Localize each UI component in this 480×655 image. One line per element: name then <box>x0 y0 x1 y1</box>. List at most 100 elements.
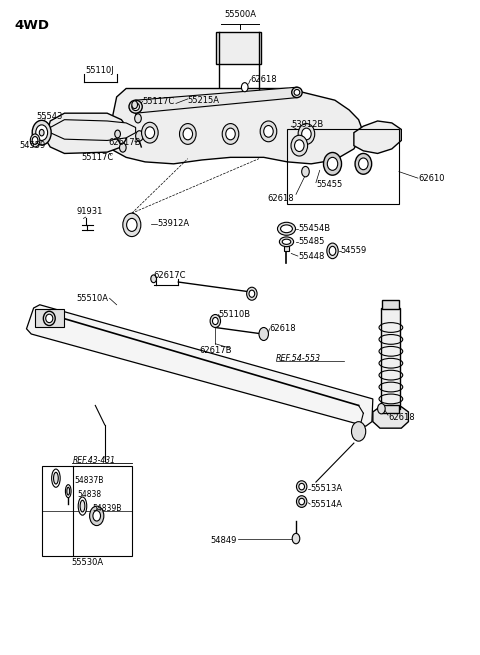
Ellipse shape <box>213 318 218 325</box>
Ellipse shape <box>295 140 304 151</box>
Text: 55117C: 55117C <box>143 97 175 106</box>
Ellipse shape <box>297 481 307 493</box>
Bar <box>42 466 132 556</box>
Ellipse shape <box>291 136 308 156</box>
Circle shape <box>30 134 40 147</box>
Ellipse shape <box>226 128 235 140</box>
Text: 55514A: 55514A <box>310 500 342 509</box>
Text: 55215A: 55215A <box>188 96 220 105</box>
Text: 62618: 62618 <box>251 75 277 84</box>
Ellipse shape <box>264 126 273 137</box>
Ellipse shape <box>359 158 368 170</box>
Bar <box>383 299 399 309</box>
Polygon shape <box>107 88 363 164</box>
Text: 55454B: 55454B <box>298 224 330 233</box>
Ellipse shape <box>260 121 277 141</box>
Bar <box>288 130 399 204</box>
Text: 54837B: 54837B <box>74 476 103 485</box>
Ellipse shape <box>132 101 137 109</box>
Ellipse shape <box>129 100 142 113</box>
Text: REF.54-553: REF.54-553 <box>276 354 321 363</box>
Ellipse shape <box>327 157 338 170</box>
Text: 62618: 62618 <box>269 324 296 333</box>
Ellipse shape <box>65 485 71 498</box>
Text: 55117C: 55117C <box>81 153 113 162</box>
Ellipse shape <box>222 124 239 144</box>
Ellipse shape <box>115 130 120 138</box>
Text: 55110B: 55110B <box>219 310 251 319</box>
Bar <box>35 309 63 328</box>
Text: 62617B: 62617B <box>108 138 141 147</box>
Text: 91931: 91931 <box>76 208 103 216</box>
Bar <box>216 32 261 64</box>
Text: 55543: 55543 <box>36 112 62 121</box>
Circle shape <box>329 246 336 255</box>
Circle shape <box>351 422 366 441</box>
Circle shape <box>301 166 309 177</box>
Ellipse shape <box>32 121 51 145</box>
Text: 62618: 62618 <box>388 413 415 422</box>
Circle shape <box>136 131 143 141</box>
Text: 53912A: 53912A <box>157 219 189 228</box>
Ellipse shape <box>247 288 257 300</box>
Bar <box>382 308 400 409</box>
Text: 55500A: 55500A <box>224 10 256 19</box>
Text: 62617C: 62617C <box>154 271 186 280</box>
Ellipse shape <box>292 87 302 98</box>
Circle shape <box>241 83 248 92</box>
Ellipse shape <box>281 225 292 233</box>
Ellipse shape <box>39 130 44 136</box>
Text: 54849: 54849 <box>211 536 237 545</box>
Circle shape <box>90 506 104 525</box>
Ellipse shape <box>36 125 48 140</box>
Ellipse shape <box>127 218 137 231</box>
Ellipse shape <box>43 311 55 326</box>
Ellipse shape <box>210 314 220 328</box>
Ellipse shape <box>249 290 255 297</box>
Ellipse shape <box>145 127 155 138</box>
Text: 55510A: 55510A <box>76 294 108 303</box>
Circle shape <box>378 403 385 414</box>
Polygon shape <box>46 113 126 153</box>
Polygon shape <box>50 120 136 140</box>
Text: 62617B: 62617B <box>200 346 232 355</box>
Text: 54838: 54838 <box>78 490 102 499</box>
Ellipse shape <box>180 124 196 144</box>
Ellipse shape <box>80 500 85 512</box>
Polygon shape <box>354 121 401 153</box>
Ellipse shape <box>46 314 53 323</box>
Text: 54559: 54559 <box>341 246 367 255</box>
Ellipse shape <box>142 122 158 143</box>
Ellipse shape <box>294 90 300 96</box>
Bar <box>284 246 289 251</box>
Text: 54839B: 54839B <box>92 504 121 513</box>
Ellipse shape <box>132 103 139 111</box>
Ellipse shape <box>277 222 296 235</box>
Text: 4WD: 4WD <box>14 19 49 32</box>
Polygon shape <box>26 305 373 426</box>
Text: 55485: 55485 <box>298 237 324 246</box>
Polygon shape <box>373 407 408 428</box>
Circle shape <box>32 136 38 144</box>
Ellipse shape <box>299 483 304 490</box>
Circle shape <box>292 533 300 544</box>
Ellipse shape <box>123 213 141 236</box>
Text: 55455: 55455 <box>316 180 342 189</box>
Bar <box>383 405 399 413</box>
Ellipse shape <box>298 124 315 144</box>
Text: 54559: 54559 <box>19 141 46 150</box>
Ellipse shape <box>324 153 342 175</box>
Ellipse shape <box>299 498 304 505</box>
Circle shape <box>259 328 268 341</box>
Text: 55513A: 55513A <box>310 484 342 493</box>
Text: 55110J: 55110J <box>86 66 115 75</box>
Text: 62610: 62610 <box>418 174 444 183</box>
Ellipse shape <box>67 487 70 495</box>
Circle shape <box>93 511 100 521</box>
Ellipse shape <box>279 237 294 247</box>
Ellipse shape <box>52 469 60 487</box>
Text: REF.43-431: REF.43-431 <box>73 456 116 465</box>
Ellipse shape <box>151 275 156 283</box>
Text: 55530A: 55530A <box>71 558 103 567</box>
Circle shape <box>327 243 338 259</box>
